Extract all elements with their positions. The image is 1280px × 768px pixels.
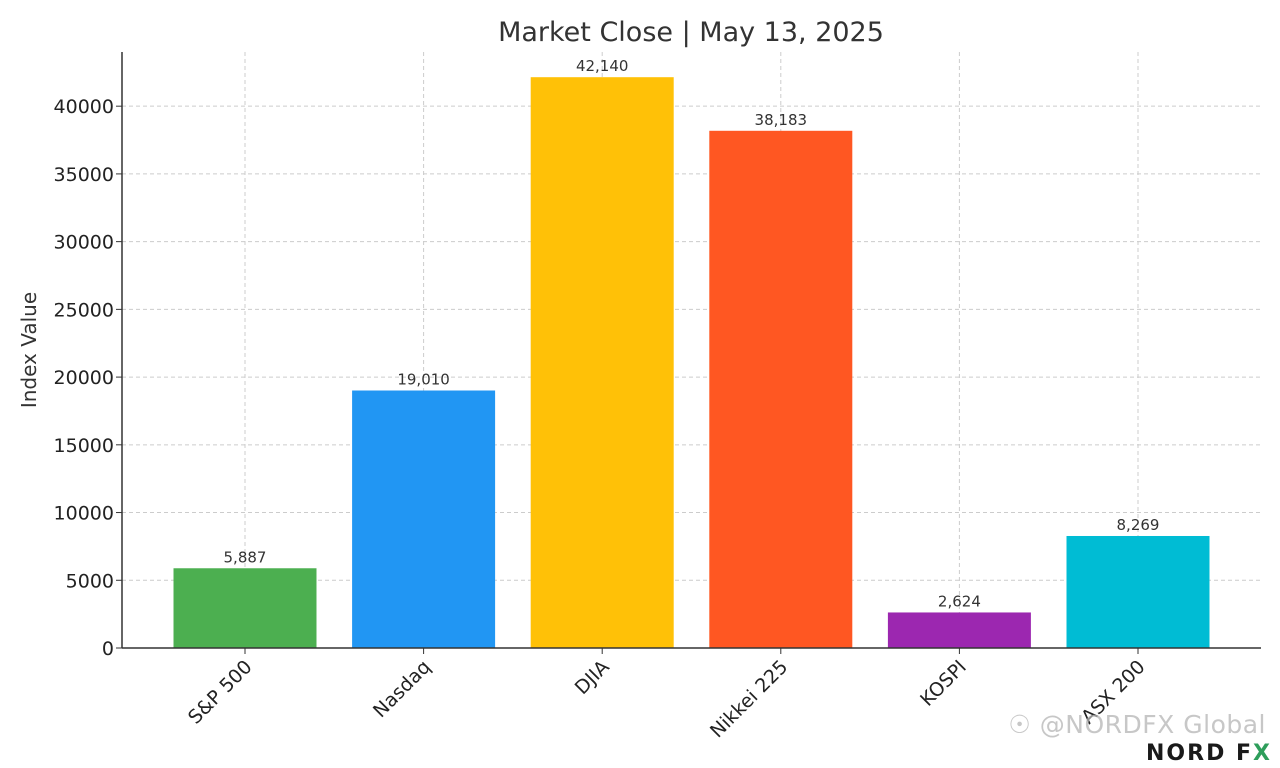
y-tick-label: 30000: [54, 232, 114, 254]
nordfx-logo: NORD FX: [1146, 741, 1272, 766]
bar-value-label: 2,624: [938, 592, 981, 610]
x-tick-label: Nikkei 225: [706, 656, 792, 742]
y-tick-label: 25000: [54, 299, 114, 321]
watermark-handle-text: @NORDFX Global: [1039, 710, 1266, 739]
bars-layer: 5,887 19,010 42,140 38,183 2,624 8,269: [173, 57, 1210, 649]
grid-layer: [122, 52, 1261, 648]
y-tick-label: 15000: [54, 435, 114, 457]
x-tick-label: DJIA: [571, 656, 614, 699]
x-tick-label: S&P 500: [184, 656, 257, 729]
x-tick-label: Nasdaq: [369, 656, 435, 722]
y-axis-label: Index Value: [17, 292, 41, 408]
logo-accent: X: [1253, 741, 1272, 766]
bar: [352, 390, 496, 648]
bar-value-label: 42,140: [576, 57, 629, 75]
x-tick-label: KOSPI: [916, 656, 971, 711]
y-tick-label: 5000: [66, 570, 114, 592]
y-tick-label: 20000: [54, 367, 114, 389]
chart-title: Market Close | May 13, 2025: [498, 17, 884, 48]
weibo-icon: ☉: [1008, 710, 1032, 739]
bar-value-label: 5,887: [224, 548, 267, 566]
bar: [887, 612, 1031, 648]
y-tick-label: 0: [102, 638, 114, 660]
logo-text: NORD F: [1146, 741, 1254, 766]
y-tick-label: 40000: [54, 96, 114, 118]
bar: [173, 568, 317, 648]
bar: [1066, 535, 1210, 648]
y-tick-label: 35000: [54, 164, 114, 186]
watermark-handle: ☉ @NORDFX Global: [1008, 710, 1266, 739]
y-tick-label: 10000: [54, 503, 114, 525]
bar-value-label: 19,010: [397, 371, 450, 389]
bar-value-label: 8,269: [1117, 516, 1160, 534]
bar-value-label: 38,183: [755, 111, 808, 129]
bar: [530, 77, 674, 649]
bar: [709, 130, 853, 648]
